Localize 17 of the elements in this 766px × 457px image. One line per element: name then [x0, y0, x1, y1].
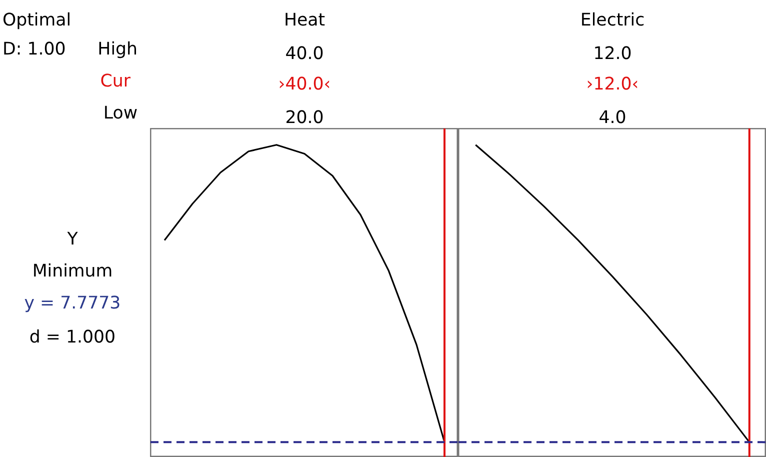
text: ›40.0‹ [278, 74, 331, 94]
text: y = 7.7773 [24, 294, 121, 314]
text: High [98, 40, 138, 60]
text: 4.0 [598, 108, 626, 128]
text: D: 1.00 [2, 40, 66, 60]
text: 40.0 [285, 44, 324, 64]
text: ›12.0‹ [586, 74, 639, 94]
chart-title: Electric [580, 10, 645, 30]
text: 20.0 [285, 108, 324, 128]
text: 12.0 [593, 44, 632, 64]
text: Minimum [32, 262, 113, 282]
text: Optimal [2, 10, 72, 30]
text: Y [66, 230, 78, 250]
text: d = 1.000 [29, 328, 116, 348]
text: Low [103, 104, 138, 124]
text: Cur [100, 72, 132, 92]
chart-title: Heat [284, 10, 326, 30]
